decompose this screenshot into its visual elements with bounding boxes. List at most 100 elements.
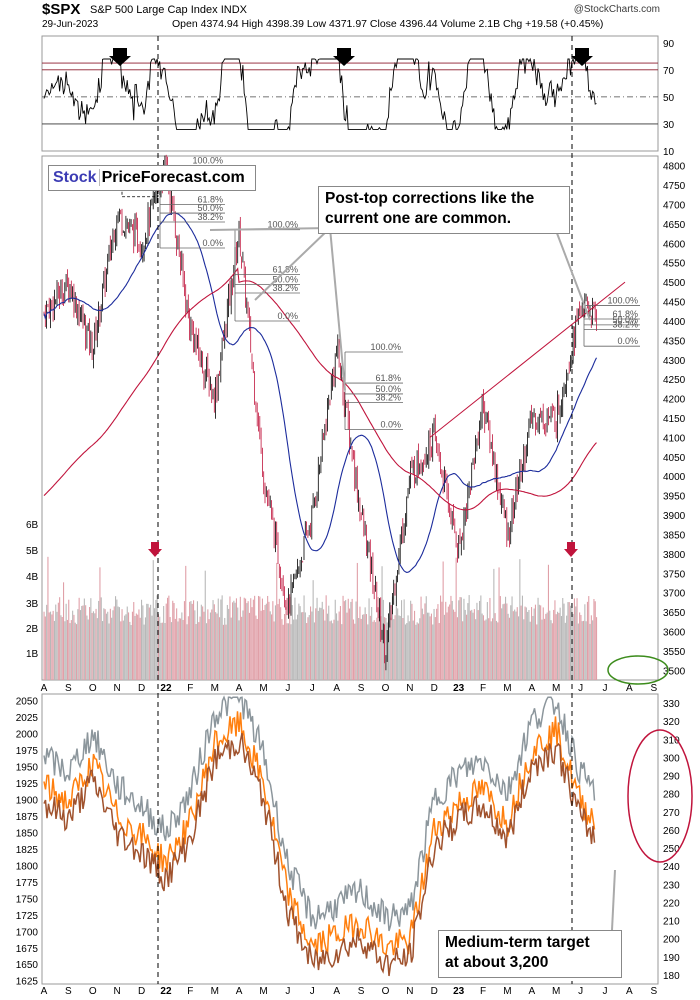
price-tick-label: 4550	[663, 259, 686, 270]
x-tick-label: J	[310, 986, 315, 997]
volume-bar	[200, 604, 202, 680]
volume-bar	[520, 605, 522, 680]
volume-bar	[380, 616, 382, 680]
x-tick-label: F	[187, 683, 193, 694]
volume-bar	[553, 609, 555, 680]
volume-bar	[55, 604, 57, 680]
volume-bar	[242, 610, 244, 680]
volume-bar	[178, 618, 180, 680]
volume-bar	[215, 612, 217, 680]
volume-bar	[131, 611, 133, 680]
volume-bar	[584, 604, 586, 680]
volume-bar	[68, 599, 70, 680]
volume-bar	[410, 600, 412, 680]
volume-bar	[541, 619, 543, 680]
volume-bar	[594, 601, 596, 680]
volume-bar	[299, 606, 301, 680]
volume-bar	[545, 613, 547, 680]
volume-bar	[43, 611, 45, 680]
volume-bar	[94, 613, 96, 680]
fib-level-label: 100.0%	[607, 295, 638, 305]
volume-bar	[187, 616, 189, 680]
volume-bar	[341, 624, 343, 680]
volume-bar	[536, 624, 538, 680]
volume-bar	[512, 611, 514, 680]
volume-bar	[104, 609, 106, 680]
volume-bar	[484, 620, 486, 680]
fib-level-label: 0.0%	[380, 420, 401, 430]
volume-bar	[462, 621, 464, 680]
volume-bar	[294, 597, 296, 680]
bottom-left-tick: 1725	[16, 911, 39, 922]
callout-pointer	[554, 227, 591, 321]
volume-bar	[581, 621, 583, 680]
volume-bar	[146, 603, 148, 680]
volume-bar	[268, 601, 270, 680]
volume-bar	[555, 614, 557, 680]
volume-bar	[424, 603, 426, 680]
volume-bar	[343, 601, 345, 680]
volume-bar	[313, 622, 315, 680]
volume-bar	[177, 621, 179, 680]
volume-bar	[360, 618, 362, 680]
volume-bar	[516, 607, 518, 680]
volume-bar	[349, 608, 351, 680]
x-tick-label: S	[358, 683, 365, 694]
fib-level-label: 38.2%	[375, 392, 401, 402]
volume-bar	[459, 597, 461, 680]
x-tick-label: J	[603, 986, 608, 997]
volume-bar	[407, 615, 409, 680]
volume-bar	[583, 620, 585, 680]
volume-bar	[507, 613, 509, 680]
fib-level-label: 0.0%	[202, 238, 223, 248]
price-tick-label: 4200	[663, 395, 686, 406]
volume-bar	[258, 595, 260, 680]
volume-bar	[91, 612, 93, 680]
volume-bar	[355, 601, 357, 680]
volume-bar	[321, 601, 323, 680]
volume-bar	[125, 614, 127, 680]
volume-bar	[446, 612, 448, 680]
volume-bar	[540, 605, 542, 680]
volume-bar	[83, 598, 85, 680]
volume-bar	[480, 595, 482, 680]
volume-bar	[182, 619, 184, 680]
volume-bar	[356, 562, 358, 680]
volume-bar	[362, 614, 364, 680]
bottom-right-tick: 230	[663, 880, 680, 891]
volume-bar	[551, 623, 553, 680]
volume-bar	[148, 607, 150, 680]
x-tick-label: A	[236, 683, 243, 694]
volume-bar	[59, 597, 61, 680]
volume-bar	[143, 624, 145, 680]
ohlc-readout: Open 4374.94 High 4398.39 Low 4371.97 Cl…	[172, 18, 604, 30]
fib-level-label: 100.0%	[192, 156, 223, 166]
red-arrow-down-icon	[564, 542, 578, 557]
volume-bar	[375, 622, 377, 680]
x-tick-label: J	[285, 986, 290, 997]
volume-bar	[147, 603, 149, 680]
volume-bar	[282, 624, 284, 680]
volume-bar	[303, 595, 305, 680]
volume-bar	[64, 621, 66, 680]
x-tick-label: A	[333, 683, 340, 694]
volume-bar	[319, 607, 321, 680]
volume-bar	[105, 613, 107, 680]
volume-bar	[186, 624, 188, 680]
volume-bar	[248, 612, 250, 680]
volume-bar	[342, 595, 344, 680]
volume-bar	[232, 602, 234, 680]
volume-bar	[416, 622, 418, 680]
volume-bar	[99, 567, 101, 680]
fib-level-label: 50.0%	[612, 315, 638, 325]
volume-bar	[564, 622, 566, 680]
volume-bar	[450, 595, 452, 680]
volume-bar	[228, 608, 230, 680]
volume-bar	[229, 596, 231, 680]
volume-bar	[138, 609, 140, 680]
volume-bar	[302, 612, 304, 680]
x-tick-label: 22	[160, 986, 172, 997]
volume-bar	[550, 620, 552, 680]
volume-tick-label: 6B	[26, 520, 39, 531]
